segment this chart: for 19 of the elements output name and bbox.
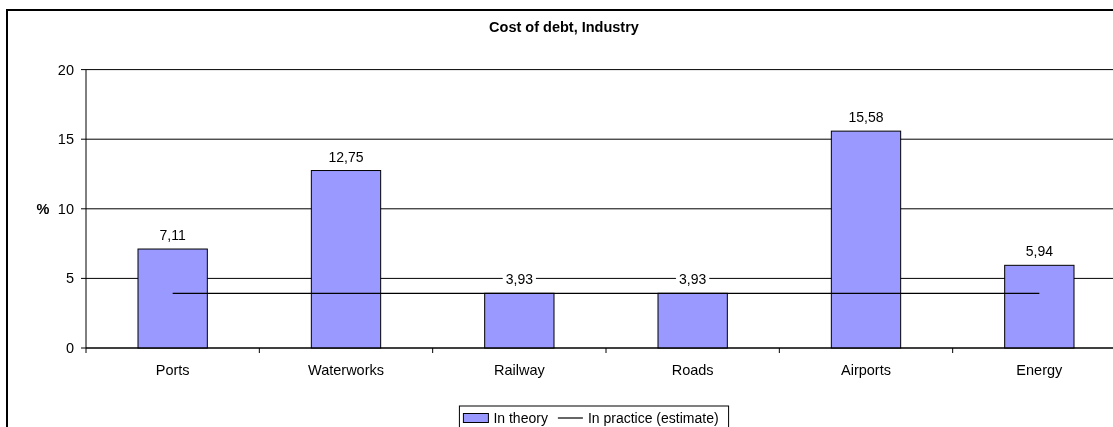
x-tick-label: Waterworks [308,362,384,378]
chart-title: Cost of debt, Industry [489,19,639,35]
data-label: 5,94 [1025,243,1054,260]
legend-label: In practice (estimate) [587,410,719,426]
y-tick-label: 0 [65,340,74,356]
data-label: 7,11 [159,227,186,244]
legend-label: In theory [493,410,548,426]
data-label: 12,75 [328,148,364,165]
x-tick-label: Roads [671,362,714,378]
x-tick-label: Airports [841,362,891,378]
x-tick-label: Energy [1016,362,1064,378]
x-tick-label: Railway [493,362,546,378]
y-axis-title: % [36,200,50,217]
data-label: 15,58 [848,109,884,126]
y-tick-label: 20 [57,61,74,78]
y-tick-label: 10 [57,200,74,217]
y-tick-label: 5 [65,270,74,287]
x-tick-label: Ports [155,362,190,378]
y-tick-label: 15 [57,131,74,148]
